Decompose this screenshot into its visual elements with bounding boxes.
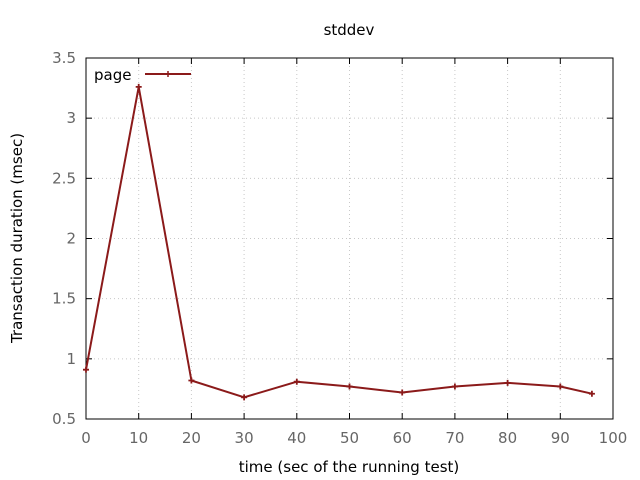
data-point-page-2: [188, 377, 195, 384]
y-axis-tick-labels: 0.5 1 1.5 2 2.5 3 3.5: [52, 49, 76, 428]
y-axis-label: Transaction duration (msec): [8, 133, 26, 344]
y-tick-label-5: 3: [66, 109, 76, 127]
chart-title: stddev: [324, 21, 375, 39]
x-tick-label-5: 50: [340, 429, 359, 447]
y-tick-label-3: 2: [66, 230, 76, 248]
grid-lines: [86, 58, 613, 419]
x-tick-label-2: 20: [182, 429, 201, 447]
x-tick-label-9: 90: [551, 429, 570, 447]
legend-label-page: page: [94, 66, 131, 84]
x-axis-tick-labels: 0 10 20 30 40 50 60 70 80 90 100: [81, 429, 627, 447]
data-point-page-0: [83, 366, 89, 373]
series-layer: [83, 83, 595, 401]
x-tick-label-0: 0: [81, 429, 91, 447]
data-point-page-8: [504, 379, 511, 386]
y-tick-label-2: 1.5: [52, 290, 76, 308]
y-tick-label-0: 0.5: [52, 410, 76, 428]
data-point-page-6: [399, 389, 406, 396]
x-tick-label-4: 40: [287, 429, 306, 447]
x-tick-label-10: 100: [599, 429, 628, 447]
data-point-page-3: [241, 394, 248, 401]
y-tick-label-6: 3.5: [52, 49, 76, 67]
series-line-page: [85, 85, 593, 399]
legend: page: [94, 66, 191, 84]
axis-ticks: [85, 57, 614, 420]
legend-marker-page: [165, 71, 171, 77]
x-tick-label-3: 30: [235, 429, 254, 447]
data-point-page-9: [557, 383, 564, 390]
data-point-page-10: [588, 390, 595, 397]
x-axis-label: time (sec of the running test): [239, 458, 460, 476]
x-tick-label-1: 10: [129, 429, 148, 447]
x-tick-label-6: 60: [393, 429, 412, 447]
y-tick-label-1: 1: [66, 350, 76, 368]
y-tick-label-4: 2.5: [52, 169, 76, 187]
data-point-page-4: [293, 378, 300, 385]
x-tick-label-7: 70: [445, 429, 464, 447]
x-tick-label-8: 80: [498, 429, 517, 447]
data-point-page-7: [451, 383, 458, 390]
data-point-page-1: [135, 83, 142, 90]
data-point-page-5: [346, 383, 353, 390]
